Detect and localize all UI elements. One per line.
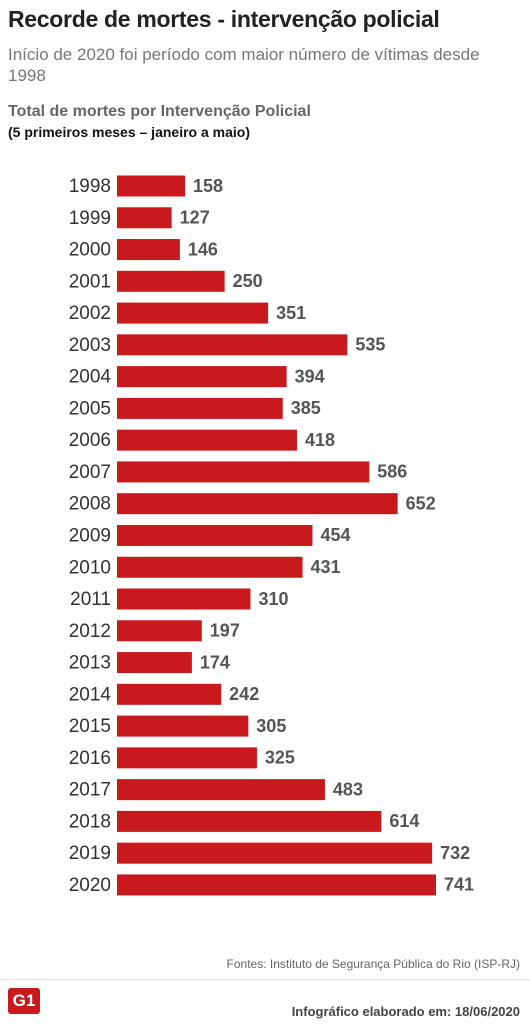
bar	[117, 652, 192, 674]
bar	[117, 302, 269, 324]
value-label: 586	[377, 462, 407, 482]
value-label: 732	[440, 843, 470, 863]
value-label: 385	[291, 398, 321, 418]
category-label: 2019	[69, 843, 111, 864]
value-label: 127	[180, 208, 210, 228]
bar	[117, 588, 251, 610]
category-label: 2009	[69, 525, 111, 546]
category-label: 2017	[69, 780, 111, 801]
chart-title: Total de mortes por Intervenção Policial	[8, 103, 311, 120]
bar	[117, 747, 257, 769]
value-label: 146	[188, 239, 218, 259]
category-label: 2014	[69, 684, 112, 705]
category-label: 2000	[69, 240, 111, 261]
value-label: 483	[333, 779, 363, 799]
category-label: 2006	[69, 430, 111, 451]
bar	[117, 334, 348, 356]
bar	[117, 461, 370, 483]
bar	[117, 207, 172, 229]
bar	[117, 429, 297, 451]
bar	[117, 175, 186, 197]
subtitle: Início de 2020 foi período com maior núm…	[8, 45, 480, 85]
category-label: 2005	[69, 398, 111, 419]
category-label: 2015	[69, 716, 111, 737]
value-label: 741	[444, 875, 474, 895]
category-label: 2016	[69, 748, 111, 769]
logo: G1	[8, 988, 40, 1014]
bar	[117, 620, 202, 642]
bar	[117, 270, 225, 292]
source: Fontes: Instituto de Segurança Pública d…	[226, 957, 520, 971]
value-label: 418	[305, 430, 335, 450]
category-label: 2004	[69, 367, 112, 388]
bar	[117, 556, 303, 578]
category-label: 2018	[69, 811, 111, 832]
value-label: 454	[320, 525, 350, 545]
category-label: 2007	[69, 462, 111, 483]
bar	[117, 683, 222, 705]
divider	[0, 979, 530, 980]
value-label: 158	[193, 176, 223, 196]
bar	[117, 397, 283, 419]
bar	[117, 810, 382, 832]
bar	[117, 239, 180, 261]
bar	[117, 493, 398, 515]
value-label: 652	[406, 493, 436, 513]
value-label: 394	[295, 366, 325, 386]
value-label: 431	[311, 557, 341, 577]
bar	[117, 842, 433, 864]
value-label: 325	[265, 748, 295, 768]
title: Recorde de mortes - intervenção policial	[8, 6, 440, 32]
value-label: 250	[233, 271, 263, 291]
category-label: 2010	[69, 557, 111, 578]
bar	[117, 715, 249, 737]
chart-subtitle: (5 primeiros meses – janeiro a maio)	[8, 124, 250, 140]
category-label: 2012	[69, 621, 111, 642]
bar	[117, 779, 325, 801]
category-label: 1998	[69, 176, 111, 197]
bar	[117, 366, 287, 388]
value-label: 197	[210, 621, 240, 641]
bar	[117, 874, 436, 896]
value-label: 351	[276, 303, 306, 323]
category-label: 2002	[69, 303, 111, 324]
category-label: 2020	[69, 875, 111, 896]
value-label: 310	[258, 589, 288, 609]
category-label: 2001	[69, 271, 111, 292]
chart: 1998 158 1999 127 2000 146 2001 250 2002 351 2003 5…	[69, 175, 474, 896]
category-label: 2013	[69, 653, 111, 674]
value-label: 614	[389, 811, 419, 831]
bar	[117, 524, 313, 546]
category-label: 2003	[69, 335, 111, 356]
value-label: 174	[200, 652, 230, 672]
credit: Infográfico elaborado em: 18/06/2020	[291, 1004, 520, 1019]
value-label: 535	[355, 335, 385, 355]
category-label: 1999	[69, 208, 111, 229]
value-label: 305	[256, 716, 286, 736]
value-label: 242	[229, 684, 259, 704]
category-label: 2008	[69, 494, 111, 515]
category-label: 2011	[70, 589, 111, 610]
